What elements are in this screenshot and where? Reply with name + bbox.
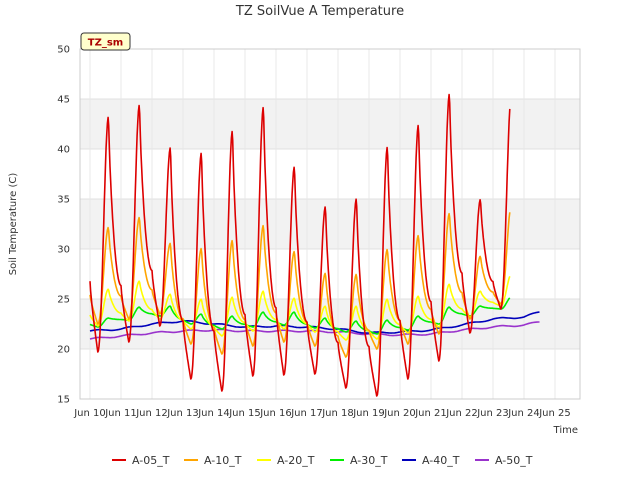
legend-label: A-40_T [422,454,460,467]
series-line-a-20-t [89,276,511,341]
plot-frame [79,48,581,400]
x-tick-label: Jun 19 [352,408,385,419]
y-tick-label: 45 [57,95,70,106]
y-tick-label: 40 [57,145,70,156]
plot-band [80,99,580,149]
legend: A-05_T A-10_T A-20_T A-30_T A-40_T A-50_T [112,454,533,467]
legend-item-a-10-t: A-10_T [184,454,242,467]
series-lines [89,93,540,397]
legend-item-a-05-t: A-05_T [112,454,170,467]
x-tick-label: Jun 12 [135,408,168,419]
x-tick-label: Jun 15 [228,408,261,419]
plot-band [80,199,580,249]
x-axis-label: Time [553,425,578,436]
legend-label: A-20_T [277,454,315,467]
x-tick-label: Jun 24 [507,408,540,419]
y-tick-label: 35 [57,195,70,206]
series-line-a-50-t [89,321,540,340]
x-tick-label: Jun 25 [538,408,571,419]
x-tick-label: Jun 20 [383,408,416,419]
x-tick-label: Jun 16 [259,408,292,419]
x-axis-ticks: Jun 10 Jun 11 Jun 12 Jun 13 Jun 14 Jun 15 Jun … [73,408,571,419]
y-tick-label: 50 [57,45,70,56]
legend-label: A-50_T [495,454,533,467]
y-axis-ticks: 15 20 25 30 35 40 45 50 [57,45,70,406]
legend-item-a-40-t: A-40_T [402,454,460,467]
x-tick-label: Jun 14 [197,408,230,419]
y-tick-label: 20 [57,345,70,356]
y-tick-label: 15 [57,395,70,406]
station-badge: TZ_sm [80,32,131,51]
legend-item-a-50-t: A-50_T [475,454,533,467]
x-tick-label: Jun 10 [73,408,106,419]
badge-label: TZ_sm [88,38,123,49]
x-tick-label: Jun 17 [290,408,323,419]
legend-item-a-20-t: A-20_T [257,454,315,467]
x-tick-label: Jun 18 [321,408,354,419]
x-tick-label: Jun 13 [166,408,199,419]
y-tick-label: 25 [57,295,70,306]
y-axis-label: Soil Temperature (C) [8,173,19,276]
legend-label: A-30_T [350,454,388,467]
y-tick-label: 30 [57,245,70,256]
x-tick-label: Jun 21 [414,408,447,419]
series-line-a-05-t [89,93,511,397]
legend-label: A-10_T [204,454,242,467]
legend-item-a-30-t: A-30_T [330,454,388,467]
legend-label: A-05_T [132,454,170,467]
series-line-a-10-t [89,212,511,358]
chart-title: TZ SoilVue A Temperature [235,4,404,19]
x-tick-label: Jun 11 [104,408,137,419]
x-tick-label: Jun 23 [476,408,509,419]
x-tick-label: Jun 22 [445,408,478,419]
plot-background [80,49,580,399]
series-line-a-40-t [89,311,540,334]
series-line-a-30-t [89,297,511,335]
badge-box [80,32,131,51]
